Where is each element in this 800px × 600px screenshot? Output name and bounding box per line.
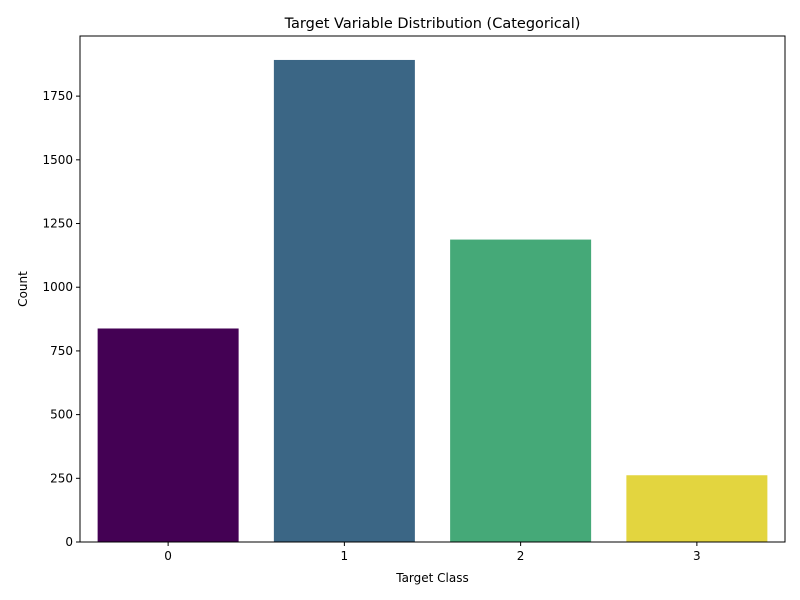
x-axis-ticks: 0 1 2 3 (164, 542, 701, 563)
x-tick-label: 3 (693, 549, 701, 563)
bar-class-3 (626, 475, 768, 542)
y-tick-label: 0 (65, 535, 73, 549)
y-tick-label: 500 (50, 408, 73, 422)
bar-class-0 (97, 328, 239, 542)
y-tick-label: 1250 (42, 217, 73, 231)
y-tick-label: 1500 (42, 153, 73, 167)
y-tick-label: 1000 (42, 280, 73, 294)
y-axis-ticks: 0 250 500 750 1000 1250 1500 1750 (42, 89, 80, 549)
x-tick-label: 2 (517, 549, 525, 563)
x-axis-label: Target Class (395, 571, 469, 585)
x-tick-label: 1 (341, 549, 349, 563)
y-tick-label: 250 (50, 471, 73, 485)
x-tick-label: 0 (164, 549, 172, 563)
y-axis-label: Count (16, 271, 30, 307)
bars-group (97, 59, 768, 542)
chart-title: Target Variable Distribution (Categorica… (284, 16, 581, 32)
plot-area-frame (79, 35, 786, 543)
y-tick-label: 1750 (42, 89, 73, 103)
bar-class-2 (450, 239, 592, 542)
y-tick-label: 750 (50, 344, 73, 358)
bar-class-1 (273, 59, 415, 542)
